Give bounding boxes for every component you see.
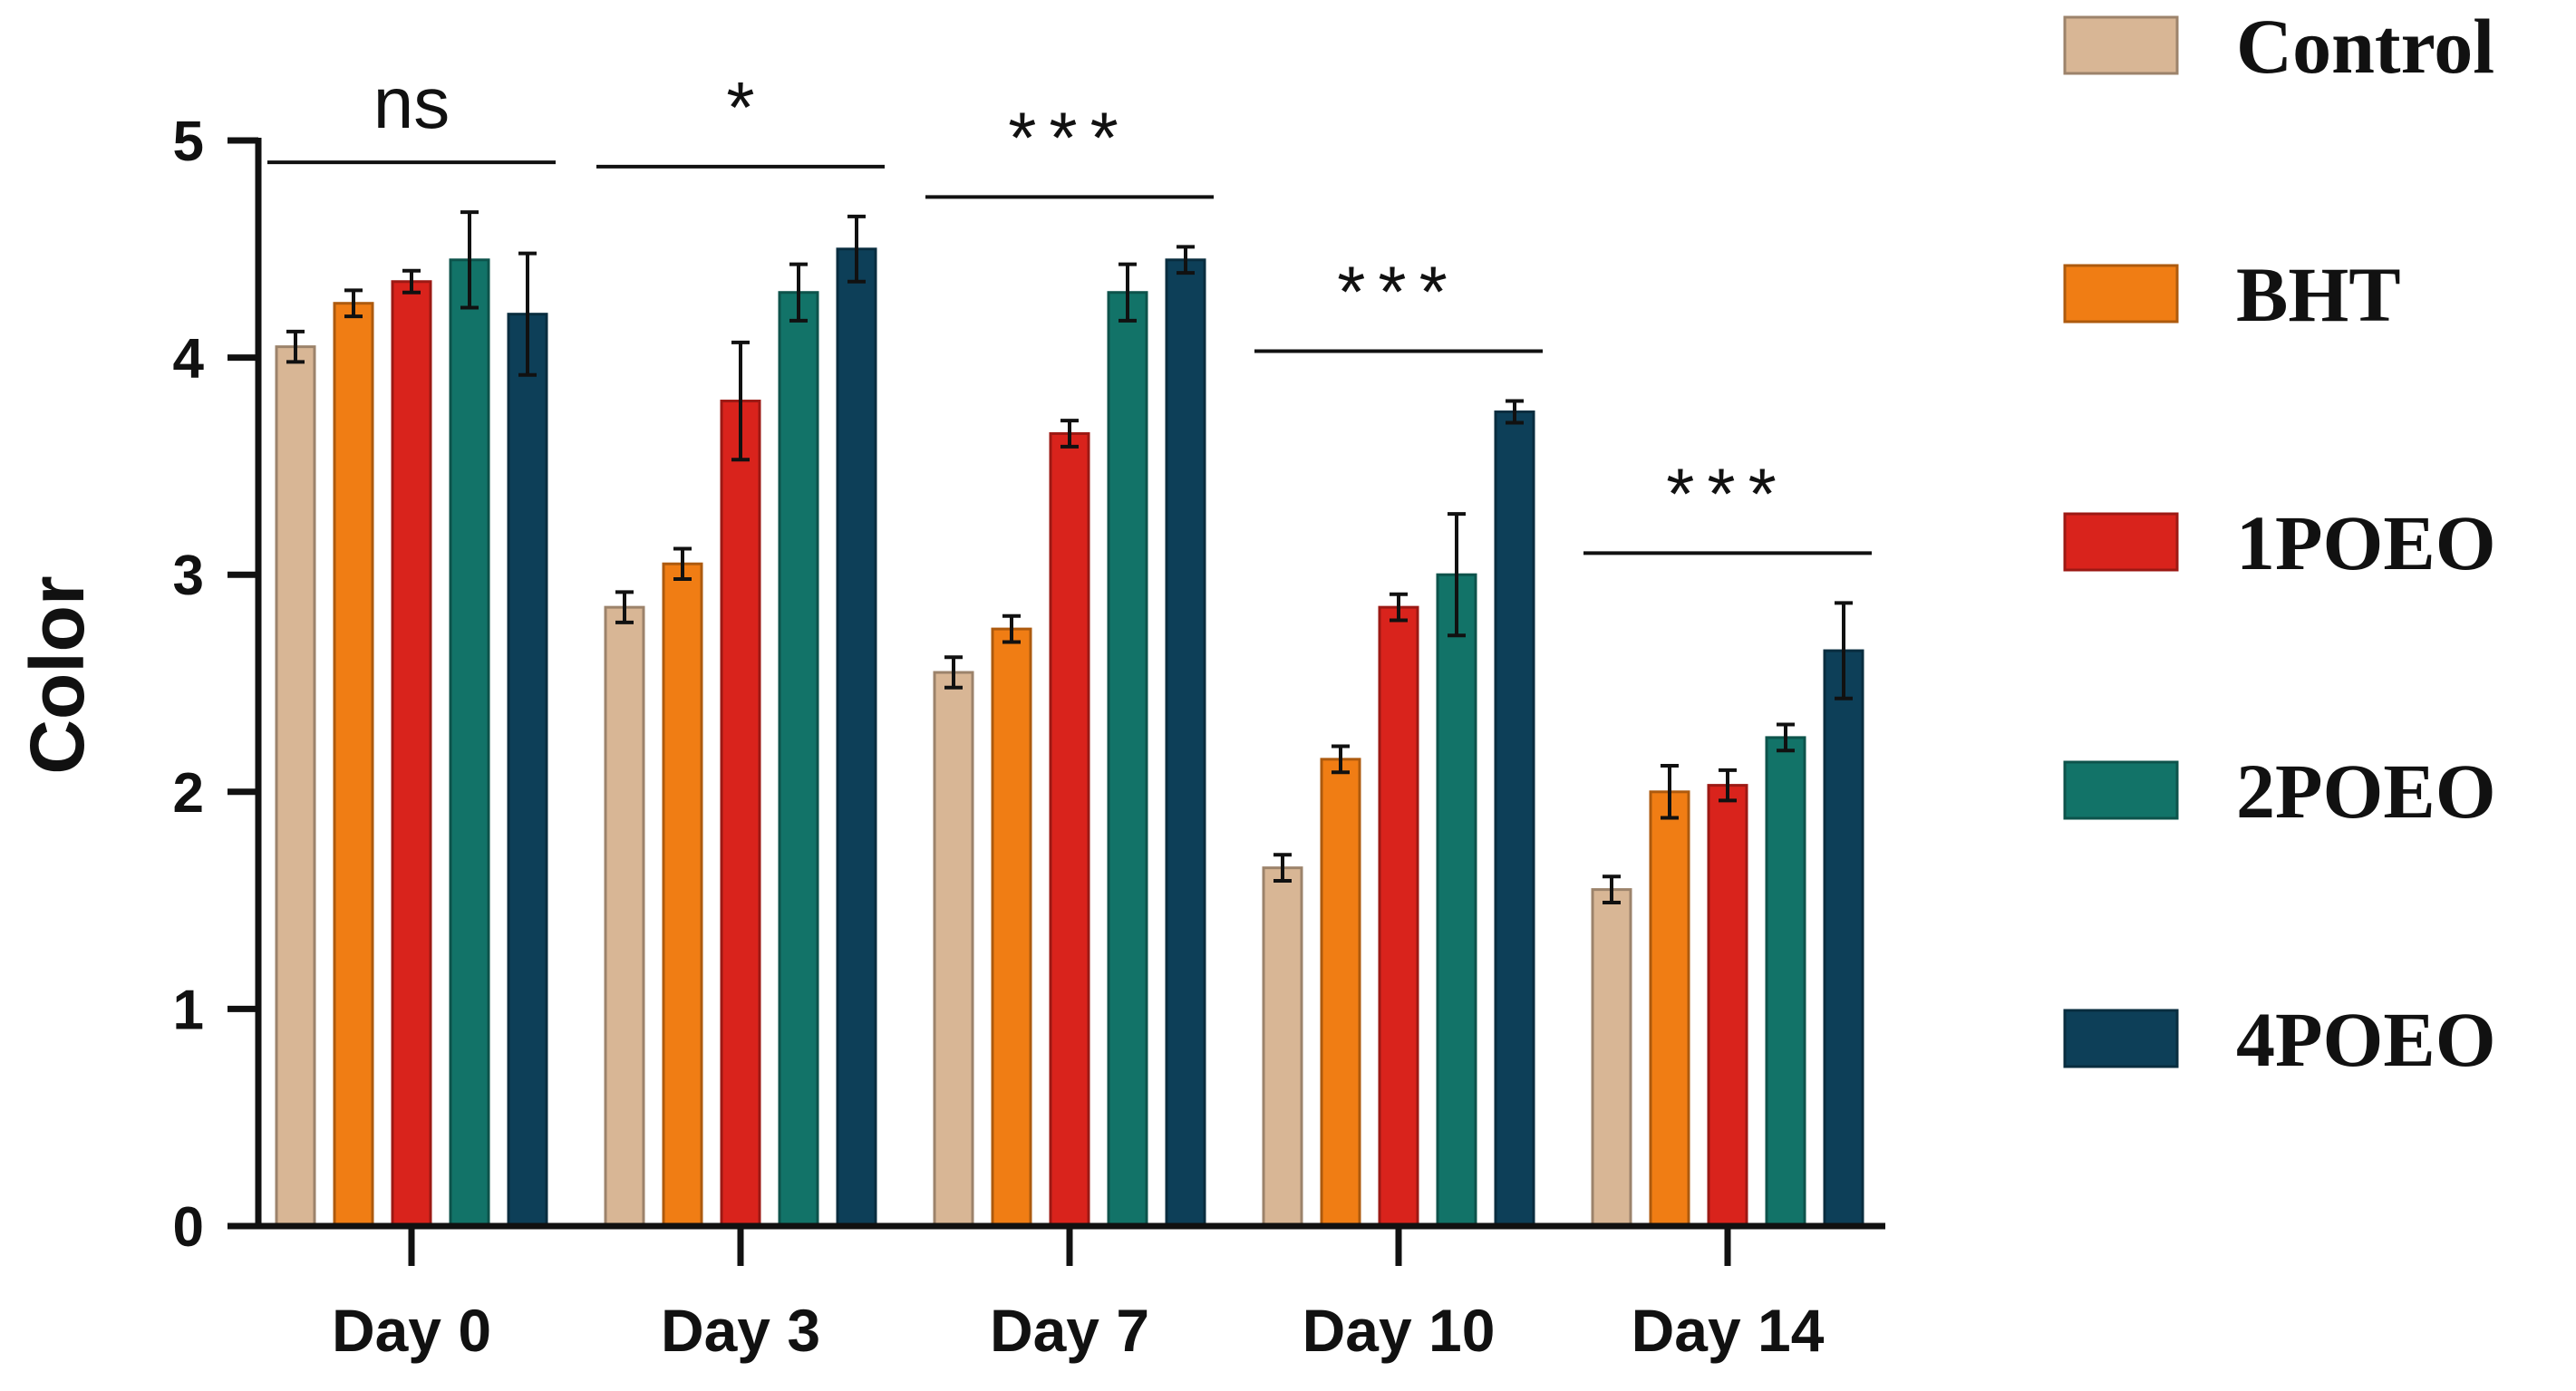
error-bar: [1177, 245, 1195, 275]
significance-label: *: [726, 67, 754, 148]
error-bar: [1332, 744, 1350, 775]
bar-1poeo-day-3: [720, 400, 761, 1228]
y-tick-label: 2: [173, 762, 204, 825]
y-tick-label: 4: [173, 328, 205, 391]
significance-label: ***: [1666, 453, 1788, 534]
error-bar: [1273, 853, 1292, 884]
legend-item-1poeo: 1POEO: [2063, 499, 2496, 586]
bar-bht-day-7: [991, 627, 1032, 1228]
bar-2poeo-day-14: [1765, 736, 1806, 1228]
error-bar: [1390, 592, 1408, 623]
bars-layer: [275, 247, 1864, 1228]
bar-1poeo-day-14: [1707, 784, 1748, 1228]
legend-label: 1POEO: [2236, 499, 2496, 586]
legend-item-2poeo: 2POEO: [2063, 748, 2496, 835]
significance-label: ns: [373, 63, 450, 143]
error-bar: [1448, 512, 1466, 638]
y-ticks: 0 1 2 3 4 5: [173, 111, 258, 1259]
bar-1poeo-day-10: [1378, 605, 1419, 1228]
x-tick-label: Day 3: [661, 1297, 820, 1364]
error-bar: [344, 288, 363, 319]
bar-2poeo-day-0: [449, 258, 490, 1228]
bar-bht-day-0: [333, 302, 374, 1228]
significance-2: *: [596, 67, 885, 169]
bar-control-day-0: [275, 345, 316, 1228]
y-tick-label: 3: [173, 545, 204, 607]
legend-item-control: Control: [2063, 3, 2494, 90]
legend: Control BHT 1POEO 2POEO 4POEO: [2063, 3, 2496, 1083]
legend-swatch: [2063, 760, 2179, 820]
significance-4: ***: [1254, 252, 1543, 353]
bar-control-day-10: [1262, 866, 1303, 1228]
error-bar: [731, 340, 750, 462]
bar-control-day-14: [1591, 888, 1632, 1228]
error-bar: [286, 329, 305, 364]
bar-4poeo-day-10: [1494, 411, 1535, 1228]
bar-bht-day-14: [1649, 790, 1690, 1228]
error-bar: [1603, 874, 1621, 904]
y-tick-label: 1: [173, 979, 204, 1041]
error-bar: [1002, 613, 1021, 644]
bar-4poeo-day-3: [836, 247, 877, 1228]
error-bar: [518, 251, 537, 377]
error-bar: [402, 268, 421, 295]
bar-control-day-3: [604, 605, 645, 1228]
bar-1poeo-day-7: [1049, 431, 1090, 1228]
legend-label: 4POEO: [2236, 996, 2496, 1083]
error-bar: [1506, 399, 1524, 425]
x-tick-label: Day 0: [332, 1297, 491, 1364]
error-bar: [1119, 262, 1137, 323]
error-bar: [615, 590, 634, 624]
significance-annotations: ns * *********: [267, 63, 1872, 555]
legend-label: BHT: [2236, 251, 2401, 338]
bar-2poeo-day-7: [1107, 291, 1148, 1228]
x-ticks: Day 0 Day 3 Day 7 Day 10 Day 14: [332, 1226, 1825, 1364]
bar-4poeo-day-14: [1823, 649, 1864, 1228]
bar-4poeo-day-0: [507, 313, 548, 1228]
error-bar: [673, 546, 692, 581]
significance-1: ns: [267, 63, 556, 165]
error-bar: [460, 210, 479, 310]
error-bar: [1835, 601, 1853, 700]
significance-3: ***: [925, 97, 1214, 199]
error-bar: [944, 655, 963, 690]
x-tick-label: Day 10: [1303, 1297, 1496, 1364]
bar-bht-day-3: [662, 562, 703, 1228]
legend-swatch: [2063, 264, 2179, 324]
bar-1poeo-day-0: [391, 280, 432, 1228]
significance-5: ***: [1583, 453, 1872, 555]
error-bar: [1719, 768, 1737, 803]
legend-item-4poeo: 4POEO: [2063, 996, 2496, 1083]
bar-2poeo-day-3: [778, 291, 819, 1228]
legend-label: 2POEO: [2236, 748, 2496, 835]
legend-swatch: [2063, 15, 2179, 75]
error-bar: [1777, 722, 1795, 753]
legend-item-bht: BHT: [2063, 251, 2401, 338]
legend-swatch: [2063, 1009, 2179, 1068]
legend-label: Control: [2236, 3, 2494, 90]
significance-label: ***: [1337, 252, 1459, 333]
error-bar: [1060, 419, 1079, 449]
legend-swatch: [2063, 512, 2179, 572]
bar-2poeo-day-10: [1436, 573, 1477, 1228]
y-tick-label: 5: [173, 111, 204, 173]
bar-bht-day-10: [1320, 758, 1361, 1228]
x-tick-label: Day 7: [990, 1297, 1149, 1364]
error-bars-layer: [286, 210, 1853, 904]
error-bar: [847, 214, 866, 284]
bar-4poeo-day-7: [1165, 258, 1206, 1228]
significance-label: ***: [1008, 97, 1130, 178]
bar-control-day-7: [933, 671, 974, 1228]
y-axis-label: Color: [15, 575, 100, 774]
y-tick-label: 0: [173, 1196, 204, 1259]
error-bar: [1661, 764, 1679, 820]
error-bar: [789, 262, 808, 323]
x-tick-label: Day 14: [1632, 1297, 1825, 1364]
